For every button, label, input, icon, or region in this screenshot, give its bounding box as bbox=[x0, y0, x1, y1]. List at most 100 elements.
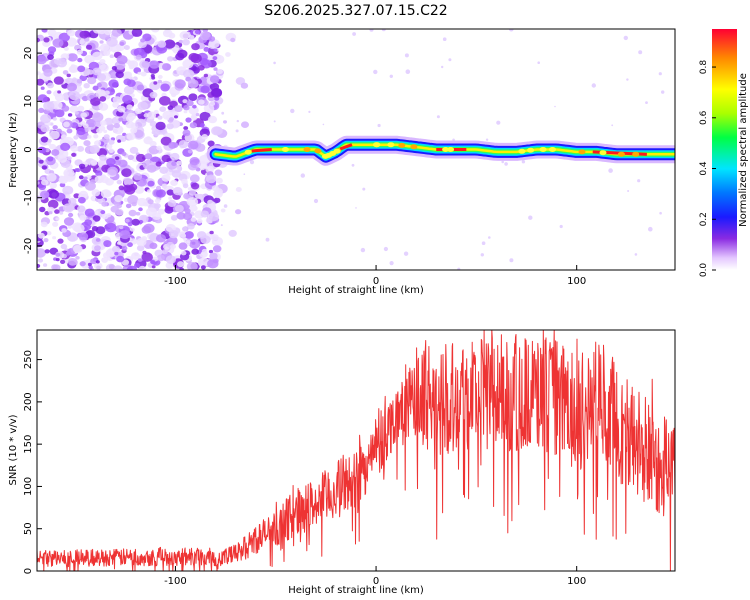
noise-blob bbox=[182, 129, 191, 137]
noise-blob bbox=[47, 156, 54, 162]
noise-blob bbox=[182, 59, 194, 69]
snr-x-tick-label: -100 bbox=[164, 576, 187, 587]
noise-blob bbox=[171, 161, 177, 166]
noise-blob bbox=[175, 52, 185, 61]
snr-series-line bbox=[37, 330, 675, 571]
noise-blob bbox=[147, 189, 151, 193]
noise-blob bbox=[92, 51, 103, 61]
noise-blob bbox=[192, 104, 197, 109]
noise-blob bbox=[61, 228, 67, 233]
noise-speck bbox=[648, 226, 653, 232]
noise-blob bbox=[182, 99, 188, 104]
noise-blob bbox=[182, 183, 189, 189]
noise-blob bbox=[38, 159, 44, 164]
noise-blob bbox=[188, 105, 199, 115]
noise-blob bbox=[128, 209, 137, 217]
noise-blob bbox=[190, 115, 198, 121]
noise-blob bbox=[189, 205, 198, 212]
noise-blob bbox=[78, 232, 89, 241]
noise-blob bbox=[157, 115, 163, 120]
noise-blob bbox=[95, 226, 106, 235]
noise-blob bbox=[106, 213, 112, 218]
ridge-blob bbox=[527, 147, 535, 153]
noise-blob bbox=[228, 229, 237, 237]
noise-blob bbox=[142, 250, 147, 255]
noise-blob bbox=[46, 231, 52, 236]
noise-blob bbox=[118, 117, 124, 122]
noise-blob bbox=[170, 179, 178, 186]
noise-speck bbox=[554, 105, 556, 108]
spectrogram-frame bbox=[36, 28, 676, 271]
noise-blob bbox=[104, 90, 110, 95]
noise-blob bbox=[146, 111, 157, 120]
noise-blob bbox=[177, 166, 183, 171]
noise-blob bbox=[199, 58, 209, 66]
noise-blob bbox=[108, 148, 115, 153]
noise-blob bbox=[66, 82, 77, 92]
noise-speck bbox=[658, 72, 662, 76]
noise-blob bbox=[198, 99, 205, 105]
noise-blob bbox=[116, 179, 123, 185]
noise-blob bbox=[129, 146, 139, 154]
noise-blob bbox=[48, 189, 60, 199]
noise-blob bbox=[37, 258, 44, 263]
noise-blob bbox=[205, 174, 217, 184]
noise-blob bbox=[205, 165, 214, 173]
noise-blob bbox=[37, 263, 41, 268]
noise-speck bbox=[360, 247, 366, 253]
spectrogram-ridge bbox=[206, 135, 675, 166]
snr-frame bbox=[36, 329, 676, 572]
noise-blob bbox=[138, 207, 143, 212]
noise-blob bbox=[106, 37, 118, 47]
noise-speck bbox=[381, 29, 386, 32]
noise-speck bbox=[634, 253, 638, 256]
noise-blob bbox=[149, 242, 158, 250]
noise-blob bbox=[146, 164, 157, 173]
noise-blob bbox=[78, 163, 86, 169]
noise-blob bbox=[203, 104, 215, 113]
noise-blob bbox=[163, 39, 176, 49]
noise-speck bbox=[265, 237, 270, 242]
noise-blob bbox=[188, 93, 198, 101]
noise-blob bbox=[159, 166, 169, 174]
noise-blob bbox=[164, 29, 170, 34]
noise-blob bbox=[212, 245, 222, 253]
noise-blob bbox=[108, 248, 114, 253]
snr-y-tick-label: 150 bbox=[23, 435, 34, 454]
noise-blob bbox=[209, 230, 214, 235]
noise-blob bbox=[203, 46, 210, 52]
noise-blob bbox=[37, 248, 46, 258]
noise-blob bbox=[146, 136, 151, 141]
noise-blob bbox=[106, 143, 113, 149]
noise-blob bbox=[63, 121, 70, 128]
noise-blob bbox=[147, 180, 155, 187]
noise-blob bbox=[168, 196, 173, 200]
noise-blob bbox=[108, 139, 115, 145]
spectrogram-y-tick-label: -20 bbox=[23, 238, 34, 254]
noise-blob bbox=[174, 115, 178, 119]
ridge-blob bbox=[518, 148, 526, 154]
noise-speck bbox=[273, 120, 276, 123]
noise-blob bbox=[38, 146, 47, 154]
noise-blob bbox=[151, 265, 156, 269]
noise-speck bbox=[351, 163, 355, 167]
noise-blob bbox=[77, 57, 83, 63]
noise-speck bbox=[627, 190, 630, 192]
noise-speck bbox=[559, 224, 563, 229]
noise-blob bbox=[65, 251, 71, 256]
noise-blob bbox=[151, 130, 156, 135]
noise-blob bbox=[172, 187, 183, 196]
noise-blob bbox=[212, 56, 218, 61]
noise-blob bbox=[92, 85, 99, 91]
noise-blob bbox=[200, 235, 211, 244]
noise-blob bbox=[212, 126, 223, 135]
noise-blob bbox=[150, 259, 156, 264]
noise-blob bbox=[167, 56, 174, 62]
noise-blob bbox=[73, 223, 85, 233]
colorbar-label: Normalized spectral amplitude bbox=[738, 73, 749, 227]
noise-blob bbox=[109, 54, 115, 58]
noise-blob bbox=[79, 30, 89, 39]
noise-blob bbox=[47, 206, 55, 213]
noise-speck bbox=[377, 123, 381, 128]
noise-speck bbox=[221, 111, 225, 115]
